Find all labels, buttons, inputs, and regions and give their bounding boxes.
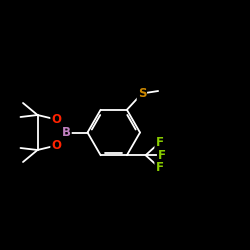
Text: O: O [51, 139, 61, 152]
Text: S: S [138, 87, 146, 100]
Text: F: F [156, 161, 164, 174]
Text: F: F [156, 136, 164, 149]
Text: F: F [158, 149, 166, 162]
Text: O: O [51, 113, 61, 126]
Text: B: B [62, 126, 71, 139]
